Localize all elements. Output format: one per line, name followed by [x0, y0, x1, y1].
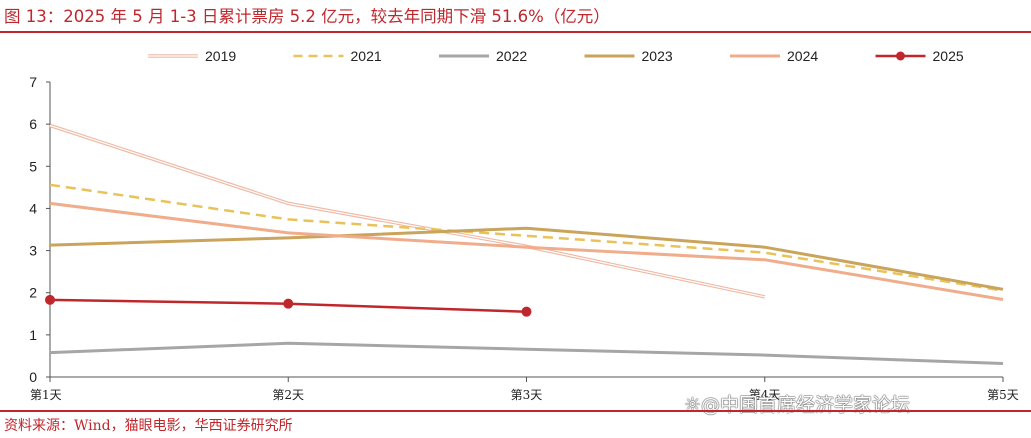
y-tick-label: 0 — [29, 369, 37, 385]
x-tick-label: 第4天 — [749, 388, 781, 402]
y-tick-label: 7 — [29, 74, 37, 90]
source-note: 资料来源：Wind，猫眼电影，华西证券研究所 — [4, 418, 293, 434]
series-line-2021 — [49, 183, 1004, 292]
series-line-2024 — [49, 201, 1004, 301]
y-tick-label: 6 — [29, 116, 37, 132]
top-divider — [0, 31, 1031, 33]
legend-label: 2019 — [205, 48, 236, 64]
legend-item-2019: 2019 — [148, 48, 236, 64]
watermark-text: 中国首席经济学家论坛 — [720, 394, 911, 416]
x-tick-label: 第1天 — [30, 388, 62, 402]
series-2023 — [49, 226, 1004, 291]
legend-item-2021: 2021 — [293, 48, 382, 64]
series-2021 — [49, 183, 1004, 292]
legend-marker — [896, 51, 905, 61]
series-line-2019 — [49, 123, 766, 299]
legend-label: 2021 — [351, 48, 382, 64]
x-tick-label: 第2天 — [272, 388, 304, 402]
x-tick-label: 第3天 — [511, 388, 543, 402]
legend-label: 2023 — [642, 48, 673, 64]
legend-label: 2024 — [787, 48, 818, 64]
watermark: ☼@中国首席经济学家论坛 — [684, 394, 911, 416]
series-2019 — [49, 123, 766, 299]
legend-item-2023: 2023 — [584, 48, 673, 64]
data-point-2025 — [283, 298, 294, 309]
weibo-icon: ☼ — [684, 394, 702, 416]
legend-label: 2022 — [496, 48, 527, 64]
y-tick-label: 4 — [29, 200, 37, 216]
series-line-inner-2019 — [49, 124, 765, 298]
x-tick-label: 第5天 — [987, 388, 1019, 402]
series-2024 — [49, 201, 1004, 301]
y-tick-label: 5 — [29, 158, 37, 174]
series-2022 — [49, 341, 1004, 365]
series-line-2023 — [49, 226, 1004, 291]
legend-item-2025: 2025 — [875, 48, 964, 64]
y-tick-label: 3 — [29, 243, 37, 259]
series-2025 — [45, 294, 532, 317]
series-line-2022 — [49, 341, 1004, 365]
y-tick-label: 1 — [29, 327, 37, 343]
bottom-divider — [0, 410, 1031, 412]
data-point-2025 — [521, 306, 532, 317]
legend-item-2022: 2022 — [439, 48, 527, 64]
chart-axes: 0 1 2 3 4 5 6 7 第1天 第2天 第3天 第4天 第5天 — [29, 74, 1019, 402]
y-tick-label: 2 — [29, 285, 37, 301]
legend-label: 2025 — [933, 48, 964, 64]
chart-legend: 2019 2021 2022 2023 2024 2025 — [148, 48, 964, 64]
chart-series — [45, 123, 1004, 365]
legend-item-2024: 2024 — [730, 48, 818, 64]
figure-title: 图 13：2025 年 5 月 1-3 日累计票房 5.2 亿元，较去年同期下滑… — [4, 7, 610, 26]
data-point-2025 — [45, 294, 55, 305]
